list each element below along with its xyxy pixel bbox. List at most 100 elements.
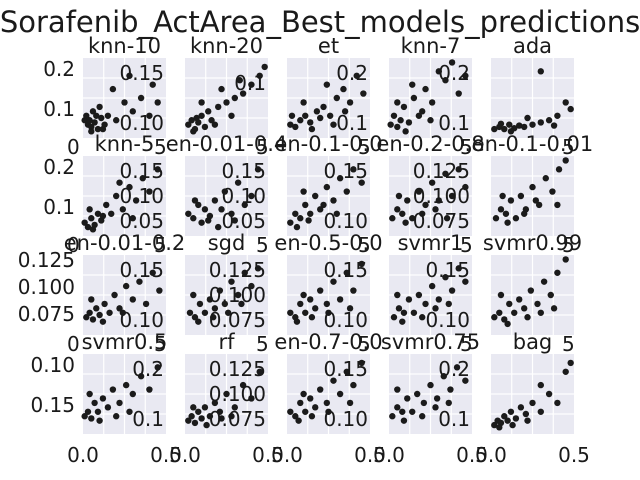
scatter-point	[422, 201, 429, 209]
scatter-point	[524, 417, 531, 424]
scatter-point	[497, 206, 505, 213]
scatter-point	[462, 278, 469, 285]
scatter-point	[497, 120, 505, 127]
scatter-point	[400, 309, 408, 316]
scatter-point	[96, 103, 103, 111]
scatter-point	[492, 215, 500, 222]
scatter-point	[527, 287, 535, 294]
scatter-point	[91, 399, 98, 407]
overlap-tick-label: 0.10	[221, 184, 266, 208]
scatter-point	[442, 77, 449, 84]
scatter-point	[432, 404, 439, 411]
scatter-point	[325, 309, 332, 316]
scatter-point	[394, 291, 401, 299]
scatter-point	[307, 395, 314, 402]
panel-svmr0.99: svmr0.995	[483, 231, 582, 356]
scatter-point	[415, 112, 423, 119]
scatter-point	[198, 415, 205, 422]
scatter-point	[323, 300, 331, 308]
scatter-point	[333, 210, 340, 217]
scatter-point	[317, 287, 324, 294]
overlap-tick-label: 0.125	[209, 258, 266, 282]
scatter-point	[404, 197, 411, 204]
scatter-point	[504, 320, 511, 328]
scatter-point	[86, 206, 93, 213]
scatter-point	[308, 125, 316, 133]
scatter-point	[462, 72, 469, 79]
scatter-point	[224, 309, 232, 316]
scatter-point	[433, 395, 441, 402]
scatter-point	[330, 377, 337, 384]
scatter-point	[517, 192, 525, 200]
scatter-point	[562, 157, 569, 164]
panel-title: svmr0.5	[82, 330, 168, 354]
panel-title: en-0.7-0.0	[274, 330, 382, 354]
scatter-point	[440, 373, 447, 380]
scatter-point	[567, 359, 574, 367]
scatter-point	[106, 309, 113, 316]
scatter-point	[507, 197, 515, 204]
panel-title: svmr0.75	[381, 330, 480, 354]
scatter-point	[346, 399, 354, 407]
scatter-point	[292, 413, 299, 420]
scatter-point	[307, 119, 314, 126]
panel-title: et	[318, 34, 339, 58]
panel-ada: ada 5	[491, 34, 575, 159]
scatter-point	[198, 99, 205, 106]
scatter-point	[241, 269, 248, 276]
scatter-point	[499, 192, 506, 200]
overlap-tick-label: 0.05	[221, 209, 266, 233]
scatter-point	[109, 85, 117, 93]
scatter-point	[537, 68, 544, 75]
scatter-point	[94, 125, 102, 133]
scatter-point	[516, 122, 523, 129]
scatter-point	[343, 269, 350, 276]
scatter-point	[288, 112, 296, 119]
x-tick-label: 0.0	[373, 443, 405, 467]
scatter-point	[409, 408, 416, 415]
scatter-point	[89, 108, 97, 115]
scatter-point	[389, 413, 396, 420]
overlap-tick-label: 0.100	[209, 283, 266, 307]
panel-title: knn-20	[190, 34, 263, 58]
scatter-point	[146, 188, 153, 195]
scatter-point	[300, 390, 307, 398]
scatter-point	[323, 183, 331, 191]
scatter-point	[517, 404, 525, 411]
scatter-point	[223, 99, 230, 106]
scatter-point	[302, 112, 309, 119]
scatter-point	[415, 291, 423, 299]
panel-title: knn-10	[88, 34, 161, 58]
scatter-point	[93, 305, 100, 312]
scatter-point	[455, 265, 462, 272]
scatter-point	[330, 197, 337, 204]
scatter-point	[221, 300, 229, 308]
overlap-x-tick-label: 5	[154, 332, 167, 356]
scatter-point	[195, 408, 202, 415]
scatter-point	[111, 291, 118, 299]
scatter-point	[287, 408, 294, 415]
scatter-point	[139, 175, 146, 182]
scatter-point	[427, 117, 434, 124]
scatter-point	[146, 112, 153, 119]
scatter-point	[185, 121, 192, 128]
scatter-point	[313, 108, 321, 115]
scatter-point	[397, 117, 404, 124]
scatter-point	[399, 210, 406, 217]
scatter-point	[81, 219, 88, 226]
scatter-point	[410, 309, 418, 316]
scatter-point	[101, 300, 108, 308]
scatter-point	[399, 318, 406, 325]
scatter-point	[156, 287, 163, 294]
scatter-point	[550, 305, 558, 312]
scatter-point	[116, 399, 123, 407]
overlap-tick-label: 0.1	[438, 111, 470, 135]
scatter-point	[136, 278, 143, 285]
overlap-tick-label: 0.10	[119, 308, 164, 332]
overlap-tick-label: 0.10	[323, 308, 368, 332]
scatter-point	[119, 309, 127, 316]
scatter-point	[317, 206, 324, 213]
scatter-point	[287, 219, 294, 226]
scatter-point	[129, 108, 136, 115]
